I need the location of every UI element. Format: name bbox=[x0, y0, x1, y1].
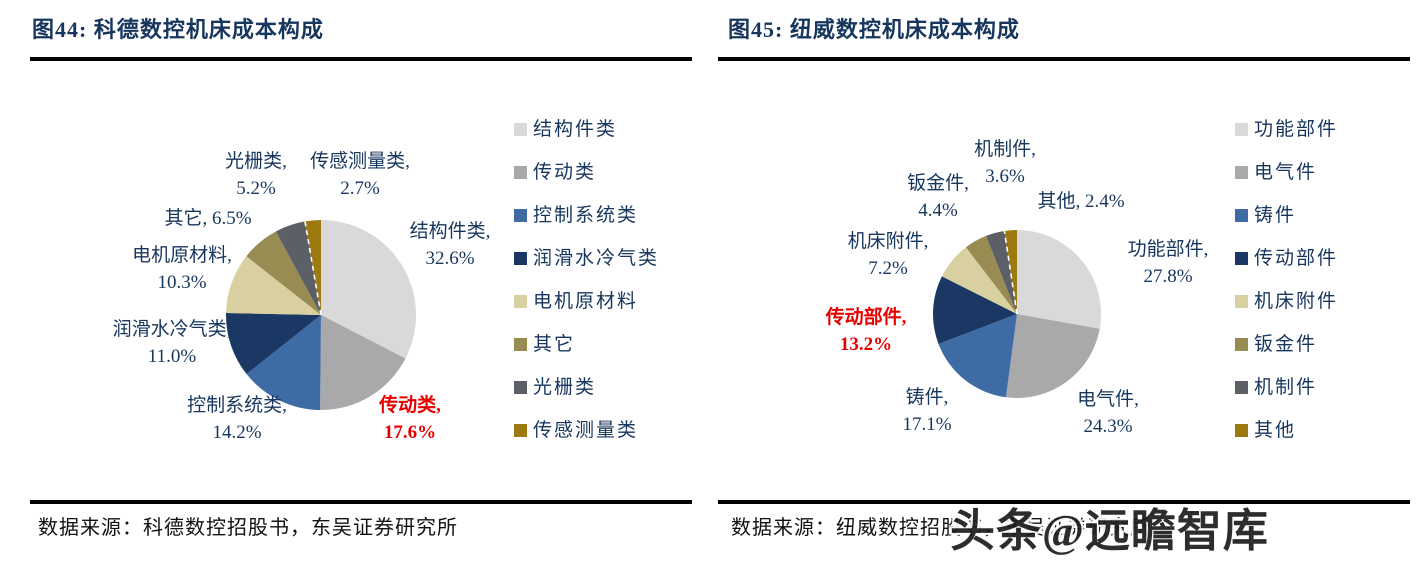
legend-label: 润滑水冷气类 bbox=[533, 248, 660, 269]
legend-swatch bbox=[514, 209, 527, 222]
legend-label: 电机原材料 bbox=[533, 291, 639, 312]
pie-slice-3 bbox=[933, 276, 1017, 344]
legend-swatch bbox=[514, 338, 527, 351]
legend-item: 传感测量类 bbox=[514, 418, 659, 445]
pie-callout: 电机原材料, 10.3% bbox=[132, 245, 232, 293]
pie-callout: 其它, 6.5% bbox=[164, 208, 252, 229]
pie-callout-highlight: 传动部件, 13.2% bbox=[825, 307, 907, 355]
legend-swatch bbox=[514, 381, 527, 394]
legend-swatch bbox=[514, 295, 527, 308]
legend-item: 传动类 bbox=[514, 160, 659, 187]
figure-44-title: 图44: 科德数控机床成本构成 bbox=[32, 17, 324, 42]
pie-callout: 机床附件, 7.2% bbox=[847, 231, 929, 279]
pie-callout: 润滑水冷气类, 11.0% bbox=[112, 319, 232, 367]
pie-callout: 铸件, 17.1% bbox=[902, 387, 952, 435]
watermark: 头条@远瞻智库 bbox=[950, 506, 1269, 556]
pie-chart-45 bbox=[933, 230, 1101, 398]
pie-callout-highlight: 传动类, 17.6% bbox=[379, 395, 441, 443]
pie-chart-44 bbox=[226, 220, 416, 410]
pie-callout: 结构件类, 32.6% bbox=[409, 221, 491, 269]
figure-44-source-rule bbox=[30, 500, 692, 504]
legend-label: 光栅类 bbox=[533, 377, 597, 398]
legend-item: 铸件 bbox=[1235, 203, 1338, 230]
pie-callout: 其他, 2.4% bbox=[1037, 191, 1125, 212]
legend-item: 机制件 bbox=[1235, 375, 1338, 402]
legend-item: 电机原材料 bbox=[514, 289, 659, 316]
legend-swatch bbox=[1235, 166, 1248, 179]
pie-slice-4 bbox=[226, 256, 321, 315]
legend-item: 其他 bbox=[1235, 418, 1338, 445]
pie-callout: 传感测量类, 2.7% bbox=[310, 151, 410, 199]
figure-45-source-rule bbox=[718, 500, 1410, 504]
pie-slice-2 bbox=[938, 314, 1017, 398]
pie-callout: 钣金件, 4.4% bbox=[907, 173, 969, 221]
figure-45-source: 数据来源：纽威数控招股书，东吴证券研究所 bbox=[731, 517, 1151, 539]
figure-45-title: 图45: 纽威数控机床成本构成 bbox=[728, 17, 1020, 42]
pie-callout: 电气件, 24.3% bbox=[1077, 389, 1139, 437]
legend-swatch bbox=[514, 123, 527, 136]
legend-item: 传动部件 bbox=[1235, 246, 1338, 273]
pie-slice-1 bbox=[1005, 314, 1100, 398]
legend-label: 传动类 bbox=[533, 162, 597, 183]
legend-label: 传感测量类 bbox=[533, 420, 639, 441]
legend-label: 传动部件 bbox=[1254, 248, 1339, 269]
legend-label: 机床附件 bbox=[1254, 291, 1339, 312]
pie-slice-5 bbox=[965, 235, 1017, 314]
legend-swatch bbox=[1235, 338, 1248, 351]
legend-swatch bbox=[1235, 424, 1248, 437]
legend-figure-45: 功能部件电气件铸件传动部件机床附件钣金件机制件其他 bbox=[1235, 117, 1338, 461]
figure-44-source: 数据来源：科德数控招股书，东吴证券研究所 bbox=[38, 517, 458, 539]
legend-swatch bbox=[1235, 123, 1248, 136]
pie-slice-2 bbox=[246, 315, 321, 410]
pie-slice-5 bbox=[246, 231, 321, 315]
legend-figure-44: 结构件类传动类控制系统类润滑水冷气类 电机原材料其它光栅类传感测量类 bbox=[514, 117, 659, 461]
pie-callout: 功能部件, 27.8% bbox=[1127, 239, 1209, 287]
legend-label: 结构件类 bbox=[533, 119, 618, 140]
pie-slice-0 bbox=[1017, 230, 1101, 329]
legend-label: 其它 bbox=[533, 334, 576, 355]
legend-label: 其他 bbox=[1254, 420, 1297, 441]
legend-item: 结构件类 bbox=[514, 117, 659, 144]
legend-swatch bbox=[1235, 252, 1248, 265]
legend-swatch bbox=[1235, 381, 1248, 394]
pie-slice-1 bbox=[320, 315, 406, 410]
legend-label: 钣金件 bbox=[1254, 334, 1318, 355]
pie-slice-3 bbox=[226, 313, 321, 374]
dashed-divider bbox=[1003, 230, 1018, 315]
legend-label: 铸件 bbox=[1254, 205, 1297, 226]
pie-slice-6 bbox=[275, 221, 321, 315]
dashed-divider bbox=[304, 221, 322, 316]
legend-item: 润滑水冷气类 bbox=[514, 246, 659, 273]
legend-item: 电气件 bbox=[1235, 160, 1338, 187]
legend-item: 钣金件 bbox=[1235, 332, 1338, 359]
legend-label: 机制件 bbox=[1254, 377, 1318, 398]
figure-44-title-rule bbox=[30, 57, 692, 61]
legend-swatch bbox=[1235, 295, 1248, 308]
pie-slice-6 bbox=[986, 230, 1017, 314]
legend-swatch bbox=[514, 166, 527, 179]
figure-45-title-rule bbox=[718, 57, 1410, 61]
pie-callout: 机制件, 3.6% bbox=[974, 139, 1036, 187]
legend-item: 机床附件 bbox=[1235, 289, 1338, 316]
legend-swatch bbox=[514, 252, 527, 265]
legend-item: 控制系统类 bbox=[514, 203, 659, 230]
pie-slice-4 bbox=[941, 247, 1017, 314]
legend-item: 功能部件 bbox=[1235, 117, 1338, 144]
pie-callout: 光栅类, 5.2% bbox=[225, 151, 287, 199]
legend-label: 功能部件 bbox=[1254, 119, 1339, 140]
legend-label: 控制系统类 bbox=[533, 205, 639, 226]
legend-swatch bbox=[1235, 209, 1248, 222]
legend-label: 电气件 bbox=[1254, 162, 1318, 183]
legend-item: 光栅类 bbox=[514, 375, 659, 402]
pie-callout: 控制系统类, 14.2% bbox=[187, 395, 287, 443]
legend-item: 其它 bbox=[514, 332, 659, 359]
pie-slice-0 bbox=[321, 220, 416, 359]
legend-swatch bbox=[514, 424, 527, 437]
